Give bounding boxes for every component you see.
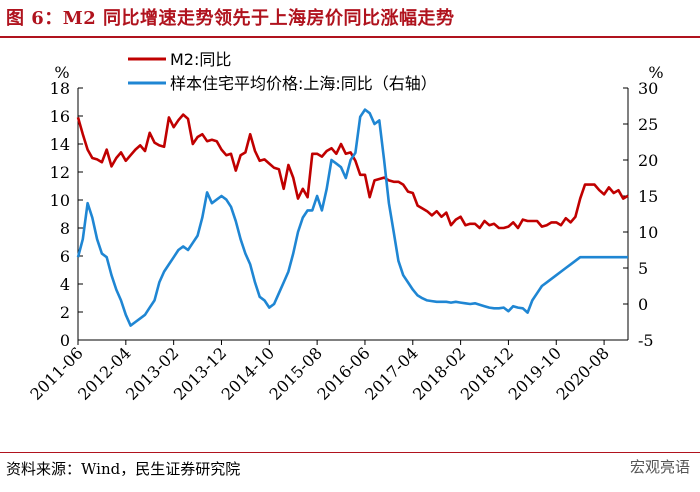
chart-axes: 024681012141618%-5051015202530%2011-0620… bbox=[26, 63, 663, 404]
footer-rule bbox=[0, 452, 700, 453]
right-tick-label: 20 bbox=[638, 151, 658, 170]
chart-series bbox=[76, 108, 629, 327]
left-tick-label: 12 bbox=[50, 163, 70, 182]
legend-label: 样本住宅平均价格:上海:同比（右轴） bbox=[170, 74, 437, 93]
right-axis-unit: % bbox=[648, 63, 663, 82]
legend-label: M2:同比 bbox=[170, 50, 231, 69]
right-tick-label: -5 bbox=[638, 331, 654, 350]
left-tick-label: 14 bbox=[50, 135, 70, 154]
series-line-shanghai-price bbox=[76, 108, 628, 327]
left-tick-label: 10 bbox=[50, 191, 70, 210]
source-note: 资料来源：Wind，民生证券研究院 bbox=[6, 460, 241, 478]
left-tick-label: 6 bbox=[60, 247, 70, 266]
right-tick-label: 25 bbox=[638, 115, 658, 134]
left-tick-label: 4 bbox=[60, 275, 70, 294]
series-line-m2 bbox=[76, 113, 629, 230]
left-tick-label: 0 bbox=[60, 331, 70, 350]
x-tick-label: 2020-08 bbox=[552, 343, 612, 403]
left-tick-label: 8 bbox=[60, 219, 70, 238]
right-tick-label: 0 bbox=[638, 295, 648, 314]
line-chart: 024681012141618%-5051015202530%2011-0620… bbox=[26, 50, 663, 404]
title-rule bbox=[0, 36, 700, 38]
right-tick-label: 10 bbox=[638, 223, 658, 242]
right-tick-label: 5 bbox=[638, 259, 648, 278]
right-tick-label: 30 bbox=[638, 79, 658, 98]
right-tick-label: 15 bbox=[638, 187, 658, 206]
left-tick-label: 16 bbox=[50, 107, 70, 126]
left-tick-label: 2 bbox=[60, 303, 70, 322]
chart-title: 图 6：M2 同比增速走势领先于上海房价同比涨幅走势 bbox=[6, 8, 455, 29]
watermark: 宏观亮语 bbox=[629, 458, 690, 476]
left-tick-label: 18 bbox=[50, 79, 70, 98]
left-axis-unit: % bbox=[54, 63, 69, 82]
